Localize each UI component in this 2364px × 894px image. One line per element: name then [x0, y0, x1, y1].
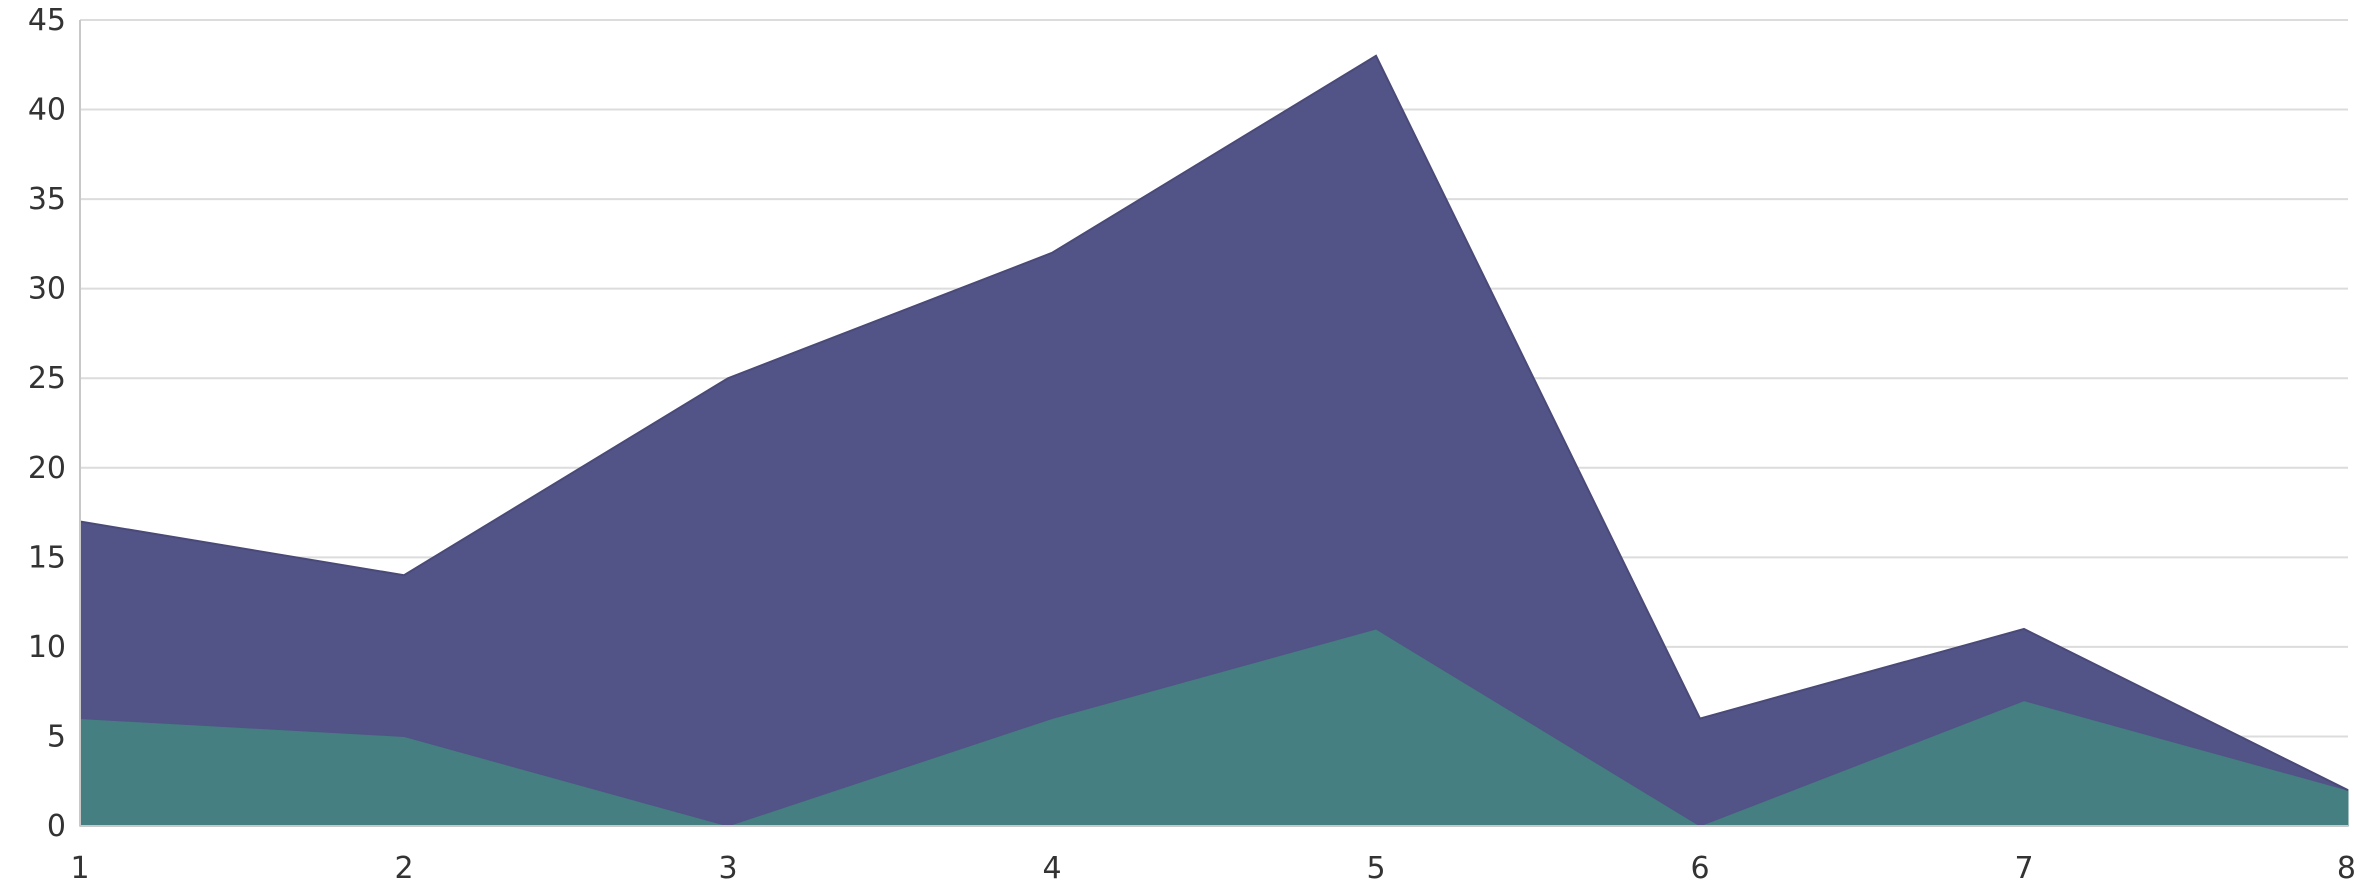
areas	[79, 54, 2349, 828]
x-tick-label-4: 4	[1042, 851, 1061, 886]
area-series-2-edge	[79, 54, 2349, 792]
y-tick-label-40: 40	[28, 93, 66, 128]
x-tick-labels: 1 2 3 4 5 6 7 8	[70, 851, 2356, 886]
y-tick-label-15: 15	[28, 540, 66, 575]
x-tick-label-6: 6	[1690, 851, 1709, 886]
y-tick-label-20: 20	[28, 451, 66, 486]
y-tick-label-30: 30	[28, 272, 66, 307]
y-tick-labels: 0 5 10 15 20 25 30 35 40 45	[28, 3, 66, 844]
y-tick-label-5: 5	[47, 719, 66, 754]
x-tick-label-5: 5	[1366, 851, 1385, 886]
y-tick-label-25: 25	[28, 361, 66, 396]
y-tick-label-0: 0	[47, 809, 66, 844]
x-tick-label-2: 2	[394, 851, 413, 886]
x-tick-label-1: 1	[70, 851, 89, 886]
axes	[79, 20, 2348, 827]
y-tick-label-10: 10	[28, 630, 66, 665]
y-tick-label-45: 45	[28, 3, 66, 38]
x-tick-label-7: 7	[2014, 851, 2033, 886]
x-tick-label-3: 3	[718, 851, 737, 886]
y-tick-label-35: 35	[28, 182, 66, 217]
x-tick-label-8: 8	[2337, 851, 2356, 886]
